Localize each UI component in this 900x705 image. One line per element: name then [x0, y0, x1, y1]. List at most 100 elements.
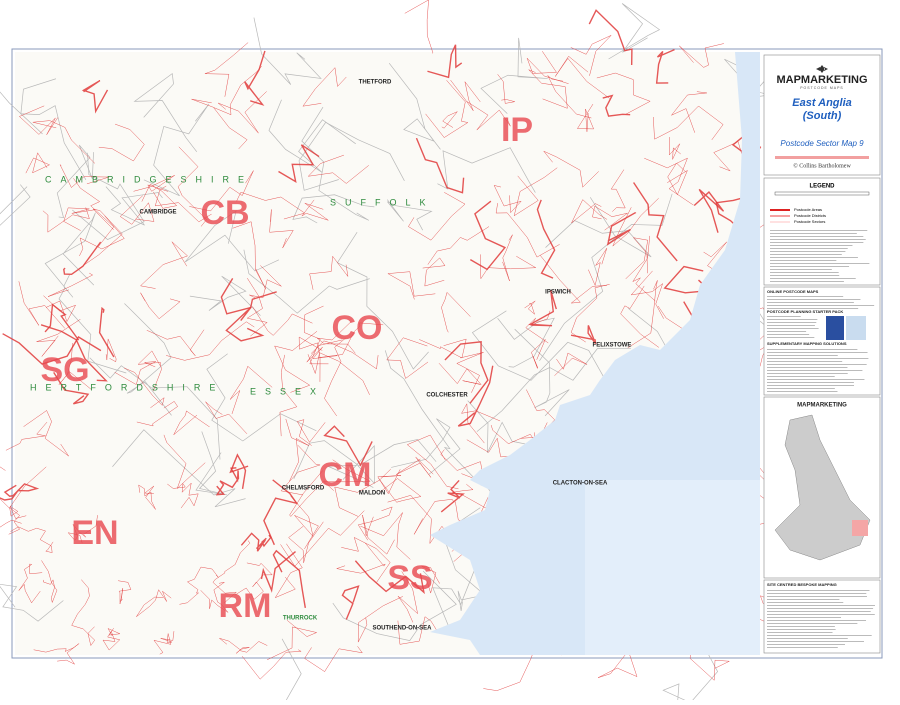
text-line: [767, 325, 815, 326]
sector-boundary: [324, 337, 346, 417]
sector-boundary: [592, 205, 628, 231]
sector-boundary: [266, 620, 318, 661]
sector-boundary: [357, 506, 393, 541]
text-line: [767, 644, 845, 645]
county-label: HERTFORDSHIRE: [30, 382, 224, 392]
brand: MAPMARKETING: [797, 403, 847, 409]
text-line: [767, 379, 865, 380]
road: [444, 541, 486, 611]
road: [292, 194, 375, 224]
sector-boundary: [307, 154, 369, 184]
text-line: [767, 370, 863, 371]
sector-boundary: [53, 371, 90, 405]
sector-boundary: [18, 281, 65, 329]
text-line: [767, 367, 848, 368]
road: [105, 186, 163, 226]
sector-boundary: [513, 167, 558, 217]
sector-boundary: [362, 515, 395, 555]
sector-boundary: [427, 44, 463, 79]
sector-boundary: [177, 146, 207, 227]
area-label: EN: [71, 514, 118, 552]
road: [89, 357, 221, 460]
sector-boundary: [440, 479, 465, 513]
road: [195, 431, 227, 496]
town-label: COLCHESTER: [426, 393, 468, 399]
sector-boundary: [260, 551, 296, 593]
sector-boundary: [606, 212, 637, 246]
road: [124, 303, 172, 416]
text-line: [770, 263, 870, 264]
sector-boundary: [625, 237, 649, 280]
sector-boundary: [438, 363, 482, 385]
text-line: [767, 358, 869, 359]
sector-boundary: [571, 199, 608, 224]
road: [112, 429, 246, 508]
subtitle: Postcode Sector Map 9: [780, 139, 864, 148]
town-label: CHELMSFORD: [282, 486, 325, 492]
sector-boundary: [630, 270, 664, 319]
sector-boundary: [102, 627, 121, 651]
sector-boundary: [576, 103, 595, 132]
sector-boundary: [285, 418, 309, 482]
town-label: MALDON: [359, 491, 385, 497]
sector-boundary: [114, 361, 156, 385]
town-label: THURROCK: [283, 616, 318, 622]
index-map: [774, 414, 871, 561]
text-line: [767, 352, 868, 353]
sector-boundary: [154, 185, 212, 223]
sector-boundary: [456, 352, 484, 393]
sector-boundary: [655, 49, 675, 84]
road: [388, 62, 441, 150]
legend-filler: [770, 230, 870, 282]
sector-boundary: [502, 234, 513, 282]
sector-boundary: [310, 340, 379, 370]
text-line: [767, 385, 855, 386]
panel-title: SITE CENTRED BESPOKE MAPPING: [767, 582, 837, 587]
sector-boundary: [220, 278, 277, 315]
text-line: [770, 239, 866, 240]
sector-boundary: [397, 616, 439, 645]
sector-boundary: [307, 352, 370, 395]
legend-item: Postcode Areas: [794, 207, 822, 212]
text-line: [767, 635, 872, 636]
sector-boundary: [415, 137, 465, 194]
sector-boundary: [252, 306, 313, 336]
sector-boundary: [341, 536, 391, 583]
sector-boundary: [213, 65, 262, 116]
road: [0, 583, 64, 622]
sector-boundary: [59, 164, 110, 188]
text-line: [767, 638, 848, 639]
road: [480, 37, 548, 114]
sector-boundary: [278, 144, 320, 184]
area-label: SS: [387, 559, 432, 597]
sector-boundary: [81, 79, 109, 114]
road: [189, 275, 261, 316]
sector-boundary: [395, 456, 434, 478]
text-line: [767, 305, 875, 306]
sector-boundary: [531, 339, 546, 369]
road: [298, 121, 405, 191]
sector-boundary: [79, 215, 125, 257]
town-label: IPSWICH: [545, 290, 571, 296]
text-line: [770, 260, 837, 261]
road: [514, 328, 570, 417]
sector-boundary: [588, 9, 633, 66]
legend-title: LEGEND: [809, 184, 835, 190]
sector-boundary: [0, 466, 47, 509]
text-line: [767, 373, 848, 374]
road: [0, 91, 43, 135]
county-label: SUFFOLK: [330, 197, 435, 207]
sector-boundary: [397, 571, 419, 623]
sector-boundary: [272, 549, 307, 608]
sector-boundary: [419, 338, 467, 359]
sector-boundary: [133, 175, 175, 192]
panel-title: POSTCODE PLANNING STARTER PACK: [767, 309, 843, 314]
sector-boundary: [234, 562, 273, 600]
sector-boundary: [249, 265, 282, 299]
sector-boundary: [67, 515, 98, 544]
sector-boundary: [47, 272, 94, 297]
text-line: [770, 272, 839, 273]
text-line: [767, 593, 867, 594]
road: [384, 350, 482, 486]
sector-boundary: [413, 498, 455, 535]
